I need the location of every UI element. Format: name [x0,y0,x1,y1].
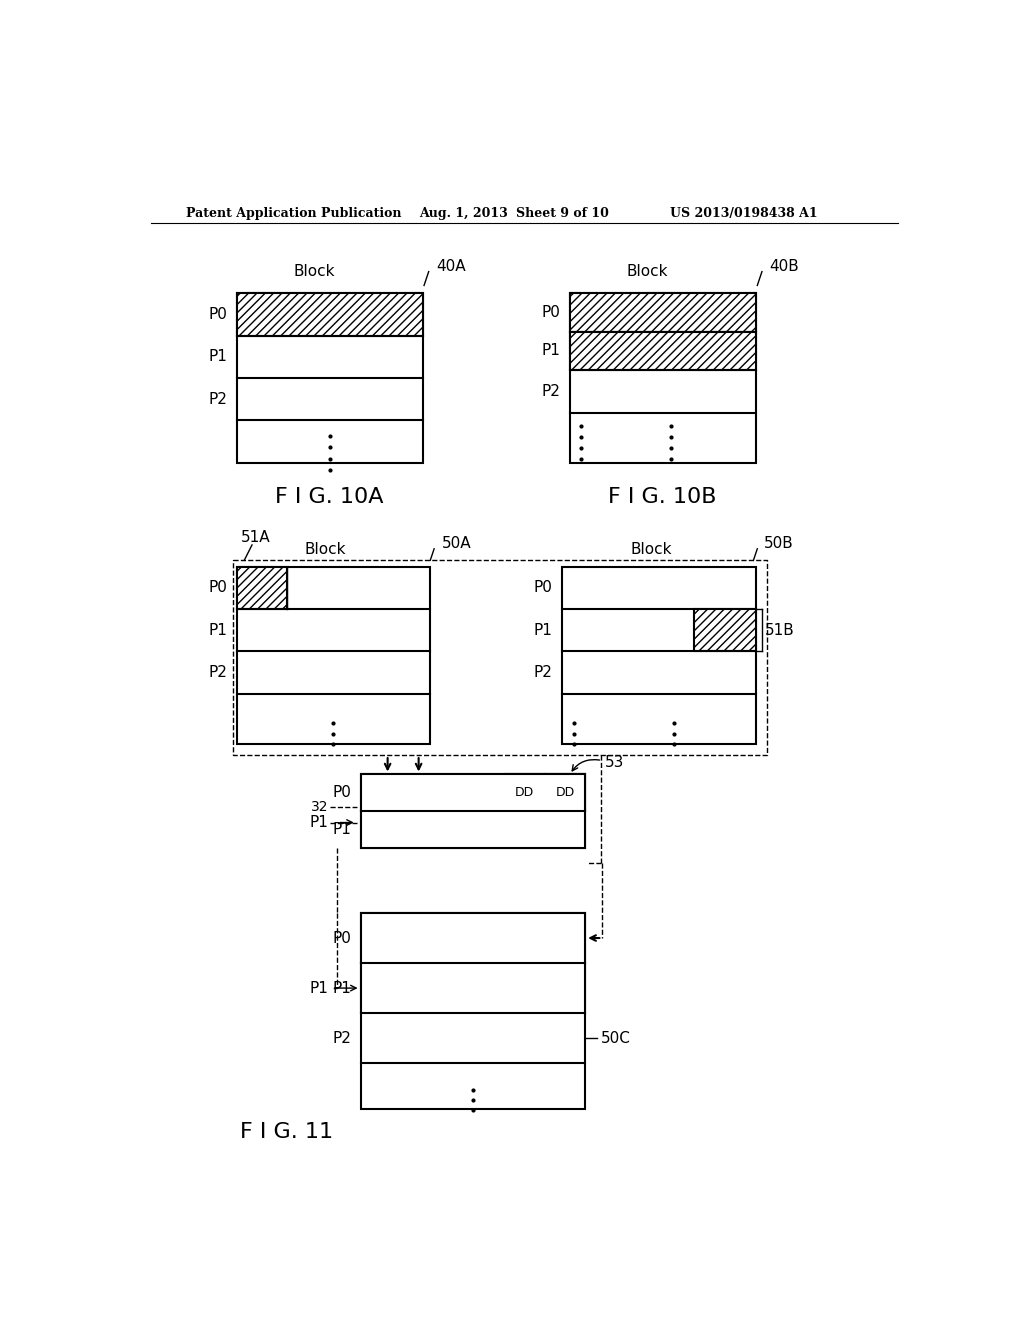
Bar [569,293,756,331]
Text: P1: P1 [208,350,227,364]
Text: F I G. 11: F I G. 11 [241,1122,334,1142]
Bar [505,775,545,810]
Text: P1: P1 [309,981,328,995]
Bar [237,566,430,743]
Text: P0: P0 [208,581,227,595]
Text: Block: Block [305,543,346,557]
Bar [562,566,756,743]
Text: 40B: 40B [770,259,800,273]
Text: P2: P2 [208,665,227,680]
Text: DD: DD [515,787,535,799]
Bar [693,609,756,651]
Bar [545,775,586,810]
Text: DD: DD [555,787,574,799]
Text: F I G. 10A: F I G. 10A [275,487,384,507]
Text: P0: P0 [542,305,560,319]
Text: 50A: 50A [442,536,471,550]
Text: P0: P0 [333,931,351,945]
Text: F I G. 10B: F I G. 10B [608,487,717,507]
Bar [237,293,423,335]
Text: P1: P1 [534,623,553,638]
Text: Aug. 1, 2013: Aug. 1, 2013 [419,207,507,220]
Text: P2: P2 [542,384,560,399]
Bar [360,775,586,810]
Bar [360,913,586,1109]
Text: Sheet 9 of 10: Sheet 9 of 10 [515,207,608,220]
Text: Block: Block [631,543,672,557]
Text: 53: 53 [604,755,624,771]
Bar [237,566,287,609]
Text: P0: P0 [333,785,351,800]
Text: 51B: 51B [765,623,795,638]
Text: Patent Application Publication: Patent Application Publication [186,207,401,220]
Text: P1: P1 [333,822,351,837]
Bar [360,810,586,847]
Text: P0: P0 [208,306,227,322]
Text: P1: P1 [208,623,227,638]
Bar [569,293,756,462]
Bar [360,964,586,1014]
Bar [237,293,423,462]
Text: P1: P1 [333,981,351,995]
Text: P1: P1 [309,814,328,830]
Text: P2: P2 [333,1031,351,1045]
Text: Block: Block [293,264,335,279]
Text: P2: P2 [208,392,227,407]
Text: P2: P2 [534,665,553,680]
Text: 32: 32 [310,800,328,814]
Bar [360,913,586,964]
Text: 51A: 51A [241,529,270,545]
Text: 50B: 50B [764,536,794,550]
Text: P0: P0 [534,581,553,595]
Text: P1: P1 [542,343,560,359]
Text: 40A: 40A [436,259,466,273]
Text: Block: Block [627,264,668,279]
Text: 50C: 50C [601,1031,631,1045]
Bar [360,775,586,847]
Bar [569,331,756,370]
Text: US 2013/0198438 A1: US 2013/0198438 A1 [671,207,818,220]
